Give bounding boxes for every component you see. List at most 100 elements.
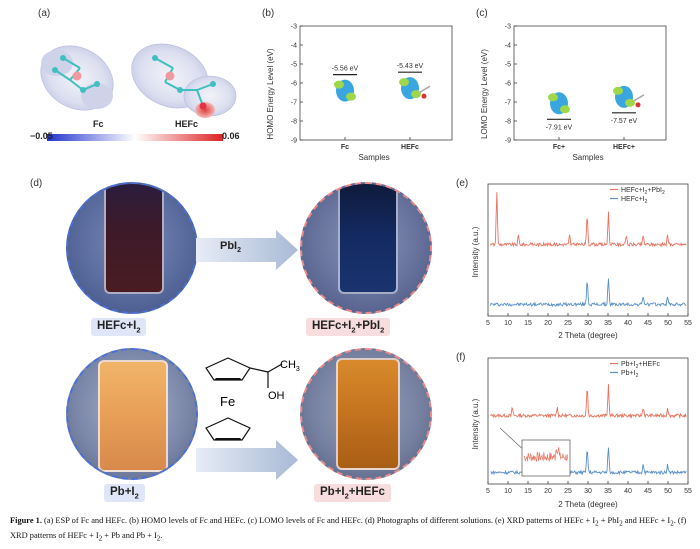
x-tick-label: 25 xyxy=(564,320,572,327)
plot-frame xyxy=(299,25,453,141)
photo-hefc-i2 xyxy=(66,182,198,314)
x-tick-label: 20 xyxy=(544,320,552,327)
y-tick-label: -3 xyxy=(291,24,297,31)
homo-ylabel: HOMO Energy Level (eV) xyxy=(266,48,275,139)
lomo-plot-area: -3 -4 -5 -6 -7 -8 -9 -7.91 eV Fc+ -7.57 eV HEFc+ xyxy=(505,24,667,151)
xrd-series-line xyxy=(490,384,687,419)
orbital-lobe xyxy=(346,92,356,101)
y-tick-label: -6 xyxy=(291,81,297,88)
x-tick-label: 10 xyxy=(504,488,512,495)
vial xyxy=(338,184,398,294)
esp-color-scale xyxy=(47,134,223,141)
oxygen-atom xyxy=(421,93,427,99)
y-tick-label: -3 xyxy=(505,24,511,31)
x-tick-label: 50 xyxy=(664,488,672,495)
x-tick-label: 5 xyxy=(486,488,490,495)
photo-pb-i2 xyxy=(66,348,198,480)
orbital-lobe xyxy=(548,93,558,102)
x-tick-label: Fc+ xyxy=(553,144,565,151)
xrd-f-xlabel: 2 Theta (degree) xyxy=(558,500,618,509)
x-tick-label: 30 xyxy=(584,320,592,327)
x-tick-label: Fc xyxy=(341,144,349,151)
tag-pb-i2-hefc: Pb+I2+HEFc xyxy=(314,484,391,503)
x-tick-label: 45 xyxy=(644,488,652,495)
inset-trace xyxy=(523,447,569,462)
arrow-pbi2-label: PbI2 xyxy=(220,240,242,255)
oh-group: OH xyxy=(268,390,285,402)
scale-max-label: 0.06 xyxy=(222,131,240,141)
energy-value-label: -5.43 eV xyxy=(397,63,424,70)
lomo-xlabel: Samples xyxy=(572,153,603,162)
vial xyxy=(98,360,168,472)
plot-frame xyxy=(513,25,667,141)
x-tick-label: HEFc xyxy=(401,144,419,151)
y-tick-label: -6 xyxy=(505,81,511,88)
hefc-label: HEFc xyxy=(175,119,199,129)
hefc-esp-surface xyxy=(131,43,237,118)
arrow-hefc xyxy=(196,440,298,480)
panel-b-label: (b) xyxy=(262,8,275,19)
arrow-pbi2 xyxy=(196,230,298,270)
ch3-group: CH3 xyxy=(280,359,300,373)
xrd-e-ylabel: Intensity (a.u.) xyxy=(471,226,480,277)
x-tick-label: 20 xyxy=(544,488,552,495)
x-tick-label: 15 xyxy=(524,320,532,327)
y-tick-label: -5 xyxy=(291,62,297,69)
orbital-lobe xyxy=(560,105,570,114)
vial xyxy=(104,184,164,294)
x-tick-label: 15 xyxy=(524,488,532,495)
orbital-lobe xyxy=(399,78,409,87)
tag-hefc-i2: HEFc+I2 xyxy=(91,318,147,337)
scale-min-label: −0.05 xyxy=(30,131,53,141)
y-tick-label: -7 xyxy=(291,100,297,107)
tag-hefc-i2-pbi2: HEFc+I2+PbI2 xyxy=(306,318,391,337)
xrd-chart-f: Intensity (a.u.) 5 10 15 20 25 30 35 40 45 50 55 Pb… xyxy=(471,357,692,509)
tag-pb-i2: Pb+I2 xyxy=(104,484,145,503)
fc-esp-surface xyxy=(40,45,114,111)
vial xyxy=(336,358,400,470)
homo-chart: HOMO Energy Level (eV) -3 -4 -5 -6 -7 -8 -9 -5.… xyxy=(266,24,453,162)
substituent-bond xyxy=(419,85,431,93)
photo-pb-i2-hefc xyxy=(300,348,432,480)
orbital-lobe xyxy=(334,80,344,89)
x-tick-label: 40 xyxy=(624,320,632,327)
xrd-series-line xyxy=(489,278,687,308)
legend-entry: HEFc+I2+PbI2 xyxy=(621,187,665,196)
x-tick-label: 35 xyxy=(604,488,612,495)
panel-a-label: (a) xyxy=(38,8,51,19)
x-tick-label: 55 xyxy=(684,488,692,495)
x-tick-label: 50 xyxy=(664,320,672,327)
legend-entry: Pb+I2 xyxy=(621,370,639,379)
y-tick-label: -7 xyxy=(505,100,511,107)
lomo-ylabel: LOMO Energy Level (eV) xyxy=(480,49,489,139)
esp-figure xyxy=(40,43,237,141)
x-tick-label: 30 xyxy=(584,488,592,495)
energy-value-label: -5.56 eV xyxy=(332,66,359,73)
x-tick-label: 55 xyxy=(684,320,692,327)
y-tick-label: -9 xyxy=(291,138,297,145)
orbital-lobe xyxy=(625,98,635,107)
y-tick-label: -8 xyxy=(505,119,511,126)
panel-e-label: (e) xyxy=(456,178,469,189)
panel-f-label: (f) xyxy=(456,352,466,363)
lomo-chart: LOMO Energy Level (eV) -3 -4 -5 -6 -7 -8 -9 -7.… xyxy=(480,24,667,162)
figure-caption: Figure 1. (a) ESP of Fc and HEFc. (b) HO… xyxy=(10,516,687,543)
fc-label: Fc xyxy=(93,119,104,129)
y-tick-label: -4 xyxy=(505,43,511,50)
oxygen-atom xyxy=(635,102,641,108)
panel-d-label: (d) xyxy=(30,178,43,189)
x-tick-label: HEFc+ xyxy=(613,144,635,151)
x-tick-label: 25 xyxy=(564,488,572,495)
panel-c-label: (c) xyxy=(476,8,488,19)
x-tick-label: 40 xyxy=(624,488,632,495)
xrd-series-line xyxy=(490,447,687,476)
substituent-bond xyxy=(633,94,645,102)
xrd-f-ylabel: Intensity (a.u.) xyxy=(471,398,480,449)
legend-entry: HEFc+I2 xyxy=(621,196,648,205)
xrd-series-line xyxy=(489,192,687,248)
legend-entry: Pb+I2+HEFc xyxy=(621,361,660,370)
homo-plot-area: -3 -4 -5 -6 -7 -8 -9 -5.56 eV Fc -5.43 eV HEFc xyxy=(291,24,453,151)
y-tick-label: -4 xyxy=(291,43,297,50)
